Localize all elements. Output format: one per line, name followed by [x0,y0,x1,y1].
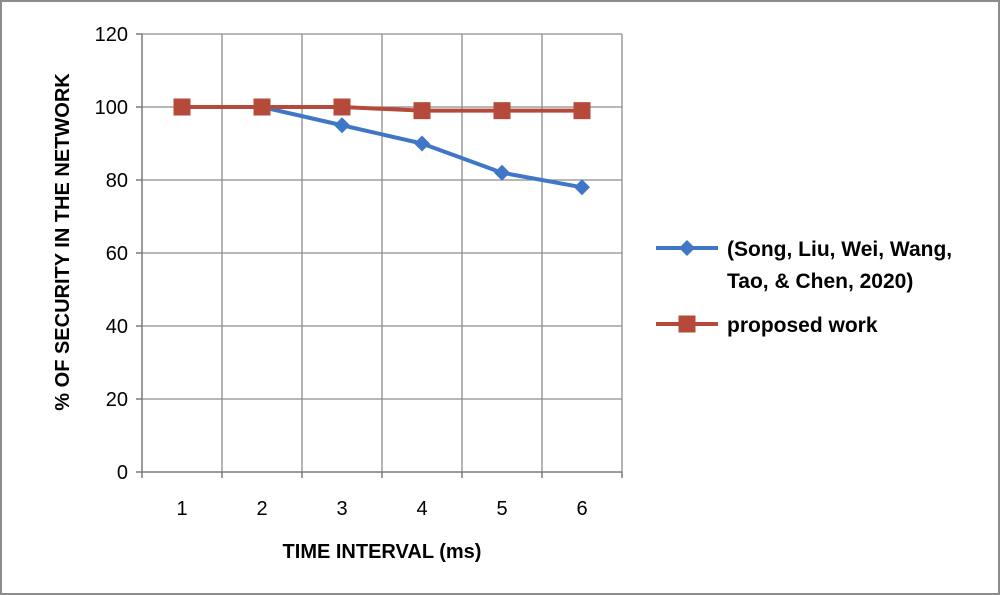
y-tick-label: 40 [106,316,128,338]
gridlines [142,33,623,472]
data-point-square [253,98,271,116]
x-tick-label: 3 [336,498,347,520]
legend-entry-2: proposed work [656,314,878,337]
x-tick-label: 6 [576,498,587,520]
data-point-diamond [414,135,430,152]
y-tick-label: 120 [95,24,128,46]
data-point-square [333,98,351,116]
x-axis-title: TIME INTERVAL (ms) [283,541,482,563]
data-point-diamond [494,164,510,181]
series-group [173,98,591,196]
y-tick-label: 0 [117,462,128,484]
x-tick-label: 5 [496,498,507,520]
legend-marker-square [678,315,696,333]
legend-label: Tao, & Chen, 2020) [727,270,913,293]
y-tick-label: 60 [106,243,128,265]
series-line [182,105,582,113]
data-point-square [413,102,431,120]
y-tick-label: 100 [95,97,128,119]
legend-label: (Song, Liu, Wei, Wang, [727,238,952,261]
tick-labels: 0 20 40 60 80 100 120 1 2 3 4 5 6 [95,24,588,520]
axes [136,33,623,478]
data-point-diamond [574,179,590,196]
legend-marker-diamond [679,240,695,256]
legend: (Song, Liu, Wei, Wang, Tao, & Chen, 2020)… [656,238,952,337]
data-point-diamond [334,117,350,134]
y-tick-label: 80 [106,170,128,192]
data-point-square [493,102,511,120]
x-tick-label: 4 [416,498,427,520]
legend-label: proposed work [727,314,878,337]
data-point-square [573,102,591,120]
x-tick-label: 1 [176,498,187,520]
legend-entry-1: (Song, Liu, Wei, Wang, Tao, & Chen, 2020) [656,238,952,293]
y-axis-title: % OF SECURITY IN THE NETWORK [52,73,74,411]
series-2 [173,98,591,120]
x-tick-label: 2 [256,498,267,520]
data-point-square [173,98,191,116]
y-tick-label: 20 [106,389,128,411]
